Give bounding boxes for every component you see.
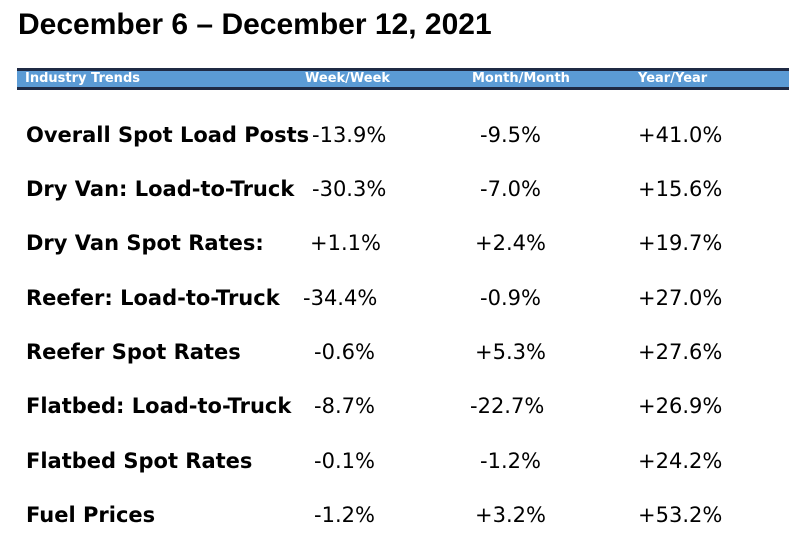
week-value: -8.7% xyxy=(314,394,375,418)
month-value: -7.0% xyxy=(480,177,541,201)
table-row: Fuel Prices -1.2% +3.2% +53.2% xyxy=(0,500,803,540)
week-value: -34.4% xyxy=(303,286,378,310)
row-label: Dry Van Spot Rates: xyxy=(26,231,264,255)
year-value: +26.9% xyxy=(638,394,723,418)
header-year-year: Year/Year xyxy=(638,71,708,86)
row-label: Dry Van: Load-to-Truck xyxy=(26,177,295,201)
year-value: +24.2% xyxy=(638,449,723,473)
table-row: Flatbed: Load-to-Truck -8.7% -22.7% +26.… xyxy=(0,391,803,431)
table-row: Dry Van: Load-to-Truck -30.3% -7.0% +15.… xyxy=(0,174,803,214)
table-row: Flatbed Spot Rates -0.1% -1.2% +24.2% xyxy=(0,446,803,486)
header-industry-trends: Industry Trends xyxy=(25,71,140,86)
page-title: December 6 – December 12, 2021 xyxy=(18,8,492,41)
week-value: -13.9% xyxy=(312,123,387,147)
month-value: -0.9% xyxy=(480,286,541,310)
header-month-month: Month/Month xyxy=(472,71,570,86)
table-header: Industry Trends Week/Week Month/Month Ye… xyxy=(17,68,789,90)
week-value: -0.6% xyxy=(314,340,375,364)
table-row: Overall Spot Load Posts -13.9% -9.5% +41… xyxy=(0,120,803,160)
table-row: Reefer: Load-to-Truck -34.4% -0.9% +27.0… xyxy=(0,283,803,323)
week-value: -0.1% xyxy=(314,449,375,473)
row-label: Flatbed Spot Rates xyxy=(26,449,253,473)
year-value: +15.6% xyxy=(638,177,723,201)
year-value: +27.0% xyxy=(638,286,723,310)
row-label: Reefer Spot Rates xyxy=(26,340,241,364)
year-value: +41.0% xyxy=(638,123,723,147)
year-value: +19.7% xyxy=(638,231,723,255)
header-week-week: Week/Week xyxy=(305,71,391,86)
week-value: -30.3% xyxy=(312,177,387,201)
table-row: Reefer Spot Rates -0.6% +5.3% +27.6% xyxy=(0,337,803,377)
month-value: -1.2% xyxy=(480,449,541,473)
row-label: Fuel Prices xyxy=(26,503,156,527)
row-label: Flatbed: Load-to-Truck xyxy=(26,394,292,418)
month-value: +2.4% xyxy=(475,231,546,255)
week-value: +1.1% xyxy=(310,231,381,255)
month-value: +5.3% xyxy=(475,340,546,364)
month-value: -22.7% xyxy=(470,394,545,418)
row-label: Reefer: Load-to-Truck xyxy=(26,286,280,310)
row-label: Overall Spot Load Posts xyxy=(26,123,310,147)
month-value: +3.2% xyxy=(475,503,546,527)
year-value: +53.2% xyxy=(638,503,723,527)
year-value: +27.6% xyxy=(638,340,723,364)
month-value: -9.5% xyxy=(480,123,541,147)
table-row: Dry Van Spot Rates: +1.1% +2.4% +19.7% xyxy=(0,228,803,268)
week-value: -1.2% xyxy=(314,503,375,527)
